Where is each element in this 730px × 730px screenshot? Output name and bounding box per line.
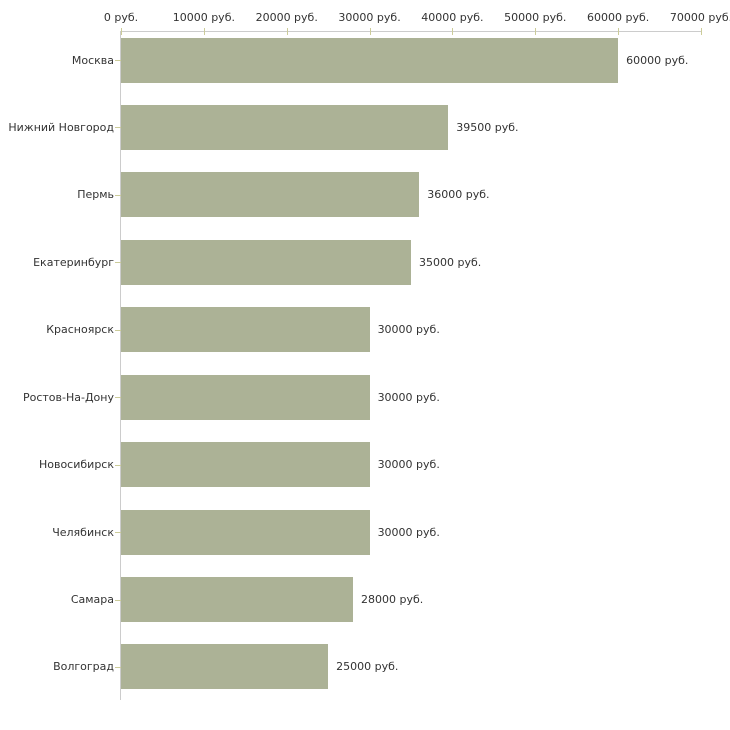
category-label: Ростов-На-Дону — [22, 390, 114, 404]
value-label: 39500 руб. — [456, 120, 519, 134]
x-tick-mark — [370, 28, 371, 35]
value-label: 30000 руб. — [377, 525, 440, 539]
bar — [121, 509, 370, 555]
x-tick-label: 30000 руб. — [338, 11, 401, 24]
bar — [121, 239, 411, 285]
value-label: 30000 руб. — [377, 323, 440, 337]
x-tick-label: 40000 руб. — [421, 11, 484, 24]
bar — [121, 307, 370, 353]
y-tick-mark — [115, 262, 121, 264]
bar — [121, 577, 353, 623]
bar — [121, 374, 370, 420]
x-axis-line — [121, 31, 702, 32]
x-tick-label: 10000 руб. — [172, 11, 235, 24]
category-label: Москва — [71, 53, 114, 67]
y-tick-mark — [115, 532, 121, 534]
category-label: Челябинск — [52, 525, 114, 539]
x-tick-mark — [121, 28, 122, 35]
x-tick-mark — [701, 28, 702, 35]
bar — [121, 37, 619, 83]
x-tick-label: 70000 руб. — [669, 11, 730, 24]
y-tick-mark — [115, 127, 121, 129]
category-label: Новосибирск — [38, 458, 114, 472]
y-axis-line — [120, 31, 121, 700]
bar — [121, 644, 329, 690]
value-label: 28000 руб. — [361, 593, 424, 607]
category-label: Красноярск — [46, 323, 114, 337]
category-label: Волгоград — [53, 660, 114, 674]
value-label: 36000 руб. — [427, 188, 490, 202]
category-label: Екатеринбург — [33, 255, 114, 269]
x-tick-mark — [287, 28, 288, 35]
y-tick-mark — [115, 666, 121, 668]
x-tick-mark — [618, 28, 619, 35]
bar — [121, 104, 449, 150]
x-tick-label: 60000 руб. — [587, 11, 650, 24]
x-tick-label: 0 руб. — [103, 11, 139, 24]
category-label: Пермь — [77, 188, 114, 202]
value-label: 30000 руб. — [377, 458, 440, 472]
bar — [121, 442, 370, 488]
bar — [121, 172, 420, 218]
x-tick-mark — [452, 28, 453, 35]
value-label: 30000 руб. — [377, 390, 440, 404]
y-tick-mark — [115, 464, 121, 466]
y-tick-mark — [115, 599, 121, 601]
category-label: Нижний Новгород — [8, 120, 114, 134]
x-tick-label: 50000 руб. — [504, 11, 567, 24]
y-tick-mark — [115, 60, 121, 61]
y-tick-mark — [115, 194, 121, 196]
x-tick-label: 20000 руб. — [255, 11, 318, 24]
y-tick-mark — [115, 329, 121, 331]
x-tick-mark — [204, 28, 205, 35]
y-tick-mark — [115, 397, 121, 399]
category-label: Самара — [70, 593, 114, 607]
value-label: 35000 руб. — [419, 255, 482, 269]
value-label: 25000 руб. — [336, 660, 399, 674]
x-tick-mark — [535, 28, 536, 35]
value-label: 60000 руб. — [626, 53, 689, 67]
